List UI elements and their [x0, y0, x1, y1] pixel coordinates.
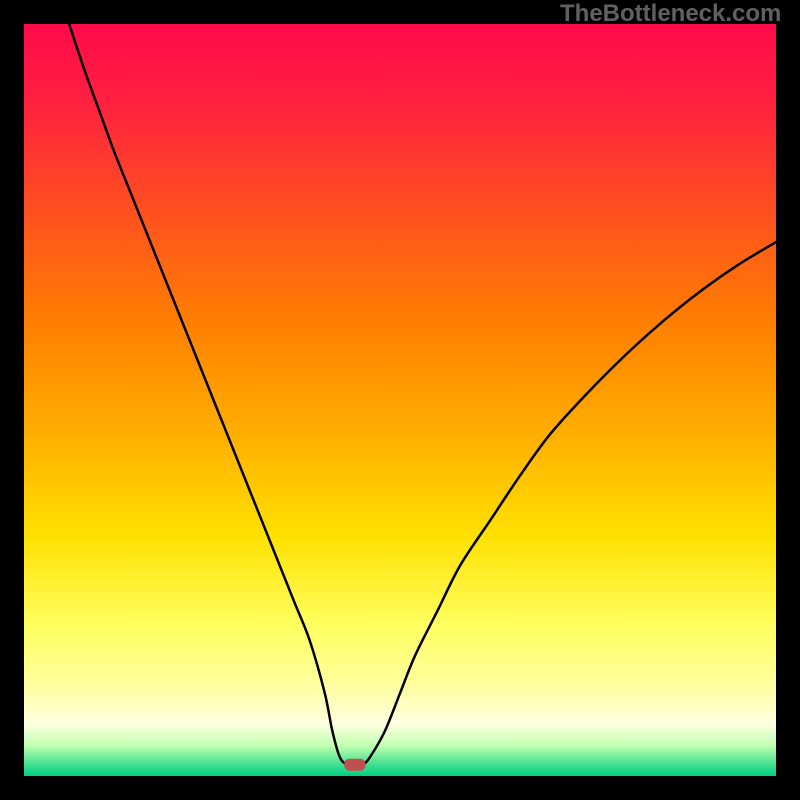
plot-area	[24, 24, 776, 776]
optimal-point	[344, 759, 365, 771]
watermark-text: TheBottleneck.com	[560, 0, 781, 28]
gradient-background	[24, 24, 776, 776]
chart-svg	[24, 24, 776, 776]
